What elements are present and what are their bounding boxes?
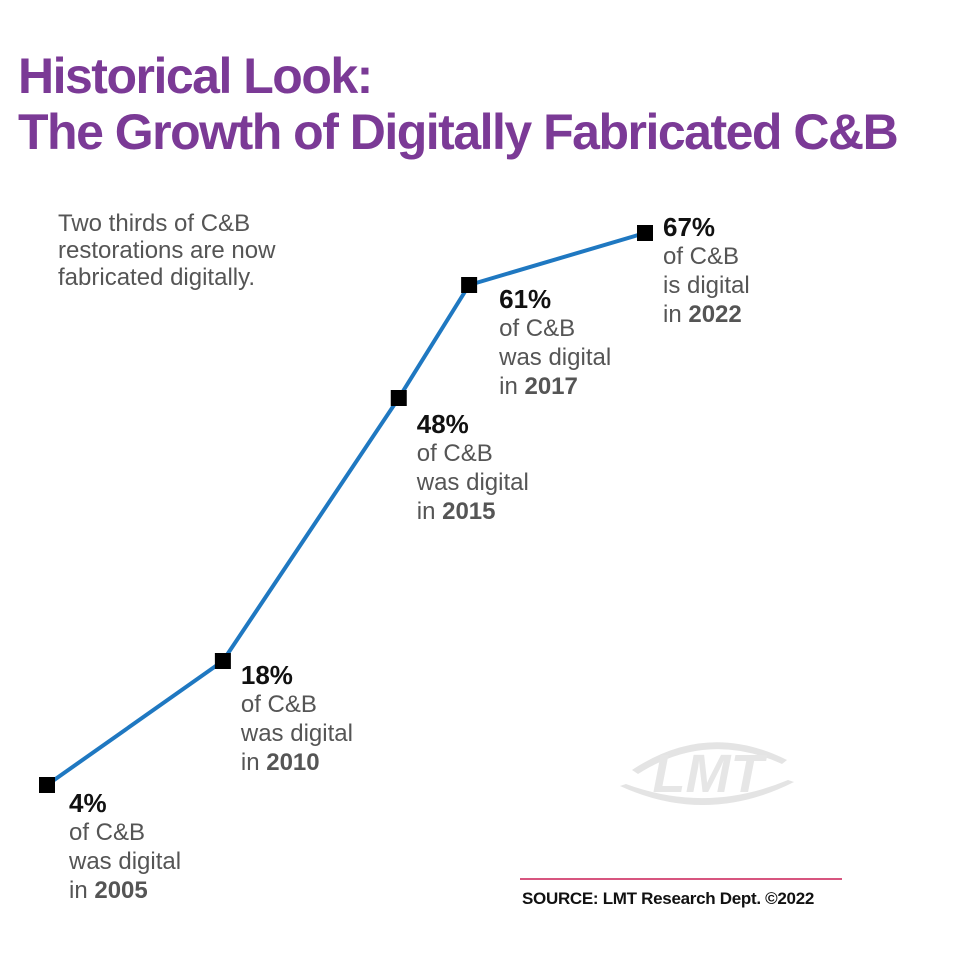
data-label-year: 2017: [524, 373, 578, 400]
data-label-2005: 4% of C&B was digital in 2005: [69, 789, 181, 905]
data-label-year: 2015: [442, 498, 496, 525]
data-label-year-line: in 2010: [241, 748, 353, 777]
data-label-text: of C&B: [69, 819, 146, 846]
data-label-value: 61%: [499, 284, 552, 314]
data-label-value: 18%: [240, 660, 293, 690]
data-label-prefix: in: [69, 877, 95, 904]
data-label-text: was digital: [416, 469, 529, 496]
data-label-prefix: in: [416, 498, 443, 525]
data-label-2010: 18% of C&B was digital in 2010: [241, 661, 353, 777]
data-markers: [39, 225, 653, 793]
title-line-1: Historical Look:: [18, 48, 373, 104]
data-label-text: of C&B: [416, 440, 493, 467]
data-point-marker-2022: [637, 225, 653, 241]
data-label-text: was digital: [69, 848, 182, 875]
data-point-marker-2015: [390, 390, 407, 406]
data-label-text: was digital: [240, 720, 353, 747]
data-point-marker-2005: [39, 777, 55, 793]
data-label-value: 67%: [663, 212, 716, 242]
data-label-text: of C&B: [663, 243, 740, 270]
data-label-value: 4%: [69, 788, 107, 818]
lmt-logo-watermark: LMT: [620, 742, 794, 806]
data-label-text: of C&B: [499, 315, 576, 342]
data-label-year: 2005: [94, 877, 148, 904]
source-credit: SOURCE: LMT Research Dept. ©2022: [522, 889, 815, 908]
data-label-2022: 67% of C&B is digital in 2022: [663, 213, 750, 329]
data-label-year: 2022: [688, 301, 742, 328]
data-label-year: 2010: [266, 749, 320, 776]
data-label-value: 48%: [416, 409, 469, 439]
watermark-text: LMT: [653, 744, 768, 804]
data-label-prefix: in: [240, 749, 267, 776]
data-point-marker-2010: [214, 653, 231, 669]
data-point-marker-2017: [461, 277, 478, 293]
data-label-prefix: in: [499, 373, 525, 400]
data-label-year-line: in 2015: [417, 497, 529, 526]
source-divider: [520, 878, 842, 880]
title-line-2: The Growth of Digitally Fabricated C&B: [18, 104, 899, 160]
data-label-2017: 61% of C&B was digital in 2017: [499, 285, 611, 401]
data-label-text: is digital: [663, 272, 750, 299]
data-label-text: of C&B: [240, 691, 317, 718]
chart-title: Historical Look: The Growth of Digitally…: [18, 48, 899, 160]
data-label-year-line: in 2017: [499, 372, 611, 401]
data-label-2015: 48% of C&B was digital in 2015: [417, 410, 529, 526]
summary-note: Two thirds of C&B restorations are now f…: [58, 210, 276, 291]
data-label-prefix: in: [663, 301, 689, 328]
data-label-text: was digital: [499, 344, 612, 371]
data-label-year-line: in 2005: [69, 876, 181, 905]
data-label-year-line: in 2022: [663, 300, 750, 329]
